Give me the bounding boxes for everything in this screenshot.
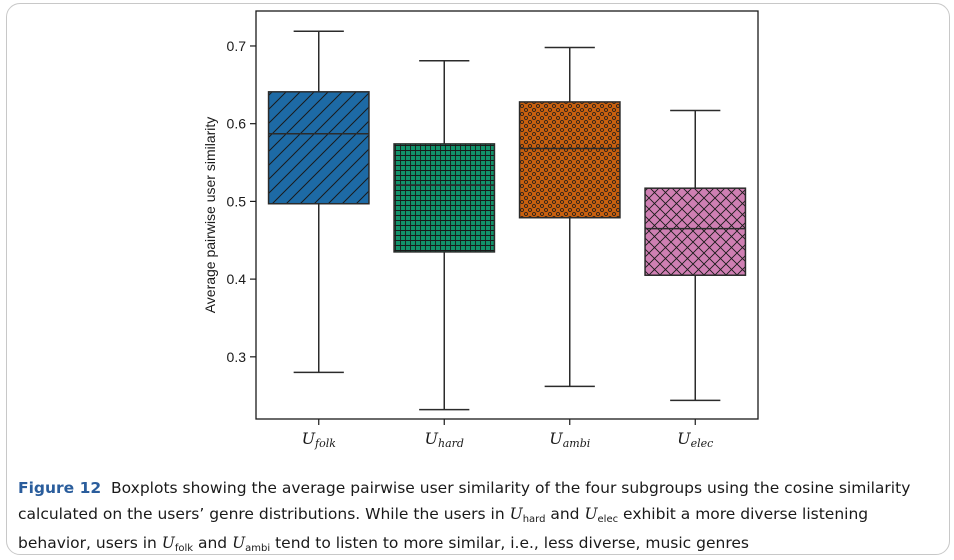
box-outline <box>518 101 621 219</box>
caption-label: Figure 12 <box>18 479 102 497</box>
boxplot-chart: 0.3 0.4 0.5 0.6 0.7 Ufolk Uhard Uambi Uelec Ave… <box>202 10 759 450</box>
x-tick-label-hard: Uhard <box>425 429 464 450</box>
box-hard <box>393 59 496 411</box>
y-tick-label: 0.3 <box>227 349 247 365</box>
caption-symbol-u-elec: U <box>584 505 598 523</box>
caption-sub-elec: elec <box>597 514 619 525</box>
y-axis: 0.3 0.4 0.5 0.6 0.7 <box>227 38 256 365</box>
caption-text-5: tend to listen to more similar, i.e., le… <box>270 534 749 552</box>
box-outline <box>393 143 496 253</box>
y-axis-label: Average pairwise user similarity <box>202 117 218 314</box>
y-tick-label: 0.5 <box>227 193 247 209</box>
box-elec <box>644 109 747 402</box>
box-hatch <box>645 188 746 276</box>
box-outline <box>644 187 747 276</box>
x-tick-label-elec: Uelec <box>677 429 713 450</box>
box-hatch <box>519 101 620 218</box>
box-folk <box>267 30 370 374</box>
caption-text-1: Boxplots showing the average pairwise us… <box>18 479 911 523</box>
caption-text-2: and <box>545 505 585 523</box>
box-hatch <box>394 143 495 252</box>
caption-symbol-u-ambi: U <box>232 534 246 552</box>
box-hatch <box>268 91 369 204</box>
plot-area <box>255 10 759 420</box>
caption-symbol-u-hard: U <box>509 505 523 523</box>
box-ambi <box>518 46 621 388</box>
x-axis: Ufolk Uhard Uambi Uelec <box>302 419 713 450</box>
x-tick-label-ambi: Uambi <box>549 429 590 450</box>
boxes-group <box>267 30 747 411</box>
figure-frame <box>6 3 950 555</box>
x-tick-label-folk: Ufolk <box>302 429 337 450</box>
caption-text-3: exhibit a more diverse listening behavio… <box>18 505 869 552</box>
caption-symbol-u-folk: U <box>161 534 175 552</box>
caption-sub-hard: hard <box>522 514 546 525</box>
y-tick-label: 0.6 <box>227 116 247 132</box>
box-outline <box>267 91 370 205</box>
caption-text-4: and <box>193 534 233 552</box>
y-tick-label: 0.4 <box>227 271 247 287</box>
caption-sub-folk: folk <box>174 543 194 554</box>
figure-caption: Figure 12 Boxplots showing the average p… <box>18 475 938 559</box>
caption-sub-ambi: ambi <box>245 543 271 554</box>
y-tick-label: 0.7 <box>227 38 247 54</box>
